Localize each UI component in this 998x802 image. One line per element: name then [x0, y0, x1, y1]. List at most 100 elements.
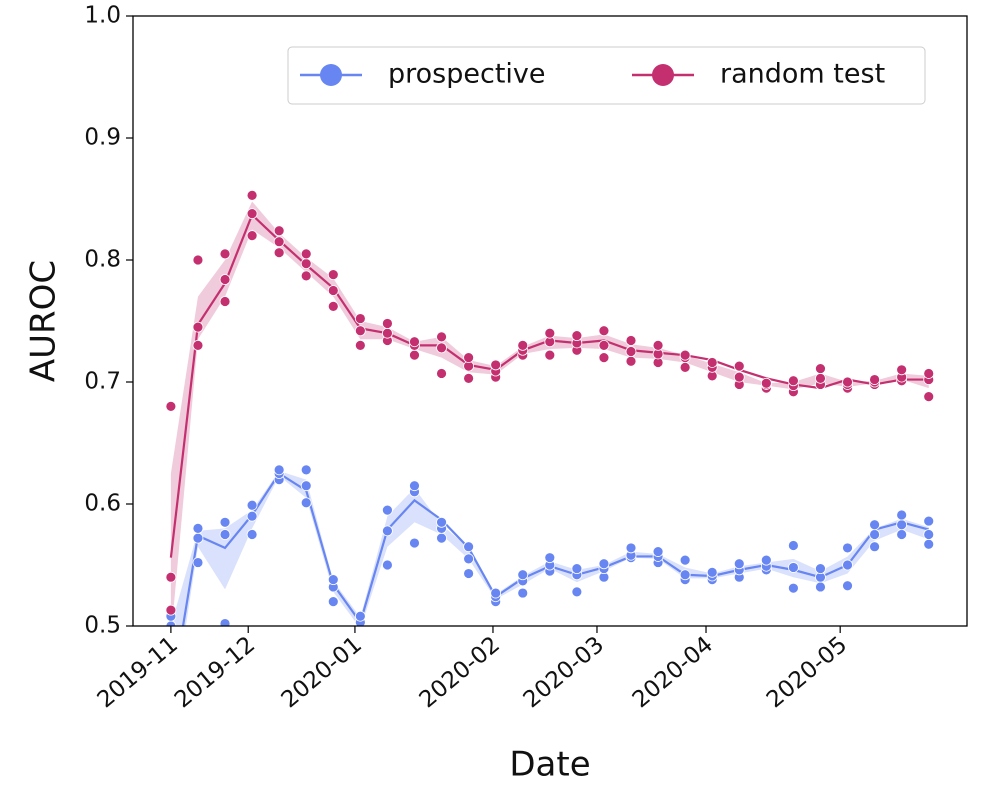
run-point [463, 568, 475, 579]
run-point [354, 339, 366, 351]
run-point [571, 330, 583, 342]
run-point [598, 558, 610, 570]
run-point [706, 357, 718, 368]
run-point [679, 554, 691, 566]
run-point [869, 541, 880, 553]
run-point [869, 529, 880, 540]
run-point [273, 247, 285, 259]
legend-label: prospective [388, 59, 546, 90]
legend-marker [652, 64, 674, 86]
run-point [246, 208, 258, 220]
run-point [246, 510, 258, 522]
run-point [409, 537, 420, 549]
run-point [842, 580, 853, 592]
run-point [625, 355, 637, 367]
run-point [354, 325, 366, 337]
x-tick-label: 2020-01 [277, 632, 367, 714]
run-point [517, 339, 529, 351]
x-axis-label: Date [509, 745, 590, 785]
run-point [382, 327, 393, 339]
run-point [219, 529, 231, 540]
run-point [246, 499, 258, 511]
run-point [327, 596, 339, 607]
x-tick-label: 2020-05 [762, 632, 852, 714]
run-point [165, 571, 177, 583]
run-point [300, 497, 312, 509]
y-tick-label: 1.0 [84, 3, 121, 29]
run-point [192, 254, 204, 266]
run-point [246, 230, 258, 242]
y-tick-label: 0.6 [84, 491, 121, 517]
run-point [815, 581, 826, 593]
run-point [165, 400, 177, 412]
run-point [436, 342, 447, 354]
run-point [544, 349, 556, 361]
y-tick-label: 0.7 [84, 369, 121, 395]
run-point [571, 563, 583, 575]
run-point [923, 368, 935, 379]
run-point [869, 374, 880, 385]
run-point [463, 541, 475, 553]
run-point [273, 236, 285, 248]
run-point [787, 375, 799, 387]
run-point [192, 557, 204, 568]
run-point [652, 339, 664, 351]
run-point [706, 566, 718, 578]
run-point [842, 542, 853, 554]
run-point [544, 327, 556, 339]
x-tick-label: 2019-11 [93, 632, 183, 714]
run-point [300, 480, 312, 492]
run-point [300, 258, 312, 270]
run-point [815, 372, 826, 384]
run-point [896, 364, 908, 376]
run-point [300, 464, 312, 476]
run-point [246, 529, 258, 540]
run-point [436, 516, 447, 528]
legend: prospective random test [287, 46, 926, 105]
run-point [760, 554, 772, 566]
run-point [436, 368, 447, 379]
run-point [327, 300, 339, 312]
run-point [679, 349, 691, 361]
run-point [273, 464, 285, 476]
y-axis-label: AUROC [24, 260, 64, 382]
run-point [598, 352, 610, 364]
run-point [896, 519, 908, 531]
run-point [733, 371, 745, 383]
run-point [815, 363, 826, 374]
run-point [598, 325, 610, 337]
run-point [571, 586, 583, 598]
run-point [517, 569, 529, 581]
run-point [544, 552, 556, 564]
run-point [219, 516, 231, 528]
run-point [409, 336, 420, 348]
run-point [625, 335, 637, 346]
run-point [300, 270, 312, 282]
y-tick-label: 0.5 [84, 613, 121, 639]
run-point [490, 359, 502, 371]
run-point [923, 538, 935, 550]
run-point [517, 587, 529, 599]
run-point [463, 553, 475, 565]
legend-label: random test [720, 59, 885, 90]
run-point [815, 563, 826, 575]
run-point [625, 346, 637, 357]
run-point [923, 391, 935, 403]
run-point [273, 225, 285, 237]
run-point [327, 285, 339, 296]
run-point [679, 361, 691, 373]
run-point [760, 377, 772, 389]
run-point [219, 296, 231, 307]
y-tick-label: 0.8 [84, 247, 121, 273]
x-tick-label: 2020-04 [628, 632, 718, 714]
run-point [436, 331, 447, 343]
run-point [382, 525, 393, 537]
run-point [787, 582, 799, 594]
x-tick-label: 2019-12 [170, 632, 260, 714]
run-point [246, 189, 258, 201]
run-point [409, 480, 420, 492]
legend-box [287, 46, 926, 105]
run-point [409, 349, 420, 361]
run-point [923, 515, 935, 527]
series-line [169, 212, 929, 558]
